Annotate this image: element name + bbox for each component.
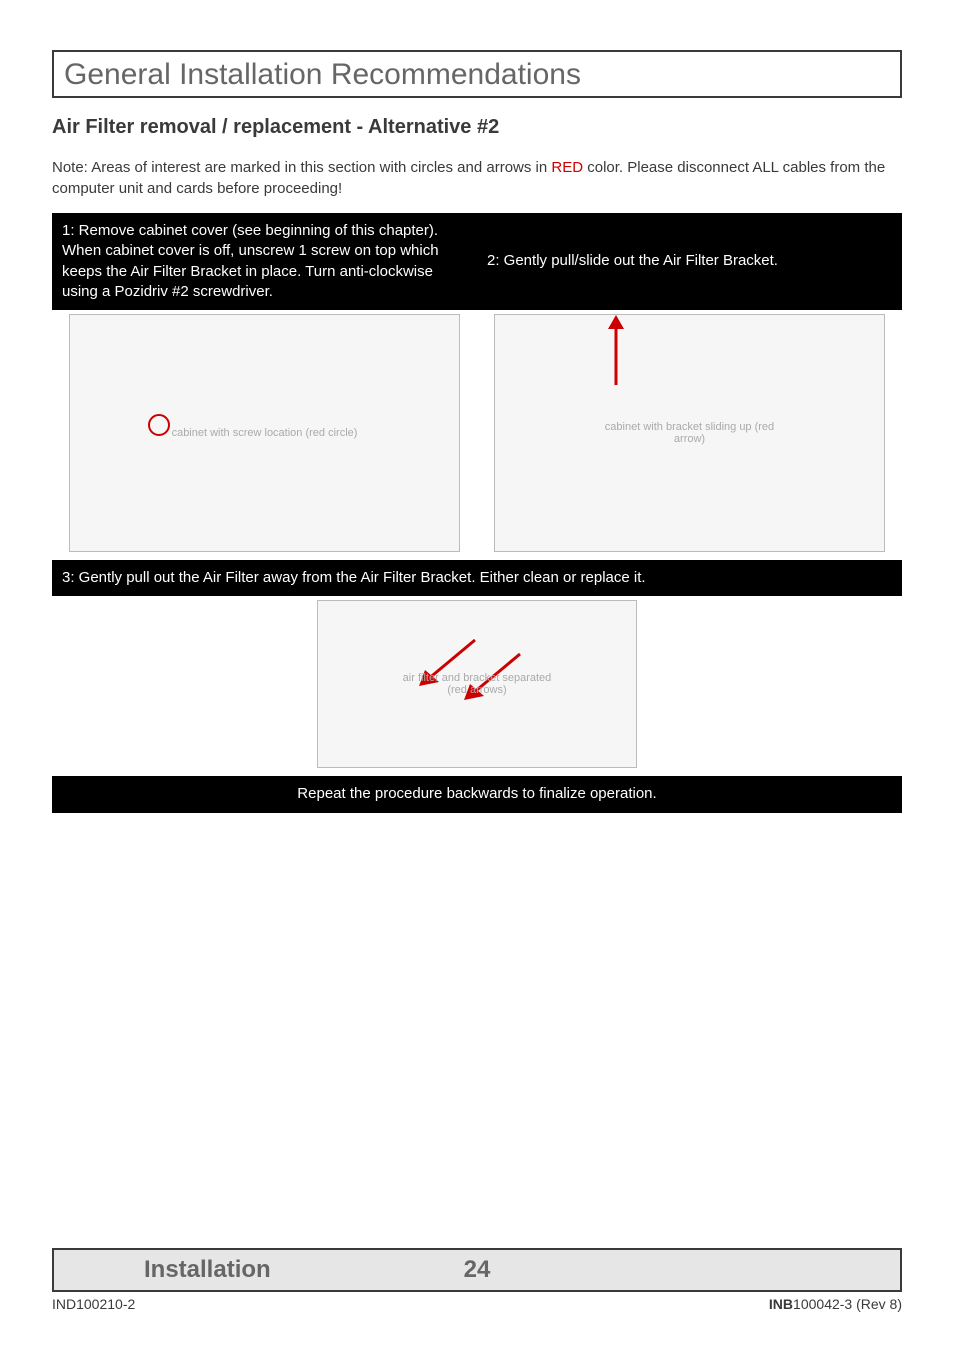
section-title: General Installation Recommendations xyxy=(64,58,890,92)
step2-caption: 2: Gently pull/slide out the Air Filter … xyxy=(477,213,902,310)
footer-page-number: 24 xyxy=(464,1256,491,1284)
red-arrow-up-annotation xyxy=(604,315,628,385)
step1-diagram xyxy=(69,314,461,552)
step2-diagram xyxy=(494,314,886,552)
step2-image-cell xyxy=(477,310,902,560)
page-subtitle: Air Filter removal / replacement - Alter… xyxy=(52,116,902,139)
footer-box: Installation 24 xyxy=(52,1248,902,1292)
footer-left-code: IND100210-2 xyxy=(52,1296,135,1312)
footer-right-rest: 100042-3 (Rev 8) xyxy=(793,1296,902,1312)
section-title-box: General Installation Recommendations xyxy=(52,50,902,98)
note-before: Note: Areas of interest are marked in th… xyxy=(52,159,551,176)
note-red-word: RED xyxy=(551,159,583,176)
step3-diagram xyxy=(317,600,637,768)
step1-caption: 1: Remove cabinet cover (see beginning o… xyxy=(52,213,477,310)
footer-right-bold: INB xyxy=(769,1296,793,1312)
red-arrow-diag-2 xyxy=(458,648,528,708)
step1-image-cell xyxy=(52,310,477,560)
page-footer: Installation 24 IND100210-2 INB100042-3 … xyxy=(52,1248,902,1312)
finalize-caption: Repeat the procedure backwards to finali… xyxy=(52,776,902,812)
steps-table: 1: Remove cabinet cover (see beginning o… xyxy=(52,213,902,813)
step3-image-cell xyxy=(52,596,902,776)
footer-section-name: Installation xyxy=(144,1256,271,1284)
note-paragraph: Note: Areas of interest are marked in th… xyxy=(52,157,902,199)
footer-meta: IND100210-2 INB100042-3 (Rev 8) xyxy=(52,1296,902,1312)
step3-caption: 3: Gently pull out the Air Filter away f… xyxy=(52,560,902,596)
footer-right-code: INB100042-3 (Rev 8) xyxy=(769,1296,902,1312)
red-circle-annotation xyxy=(148,414,170,436)
